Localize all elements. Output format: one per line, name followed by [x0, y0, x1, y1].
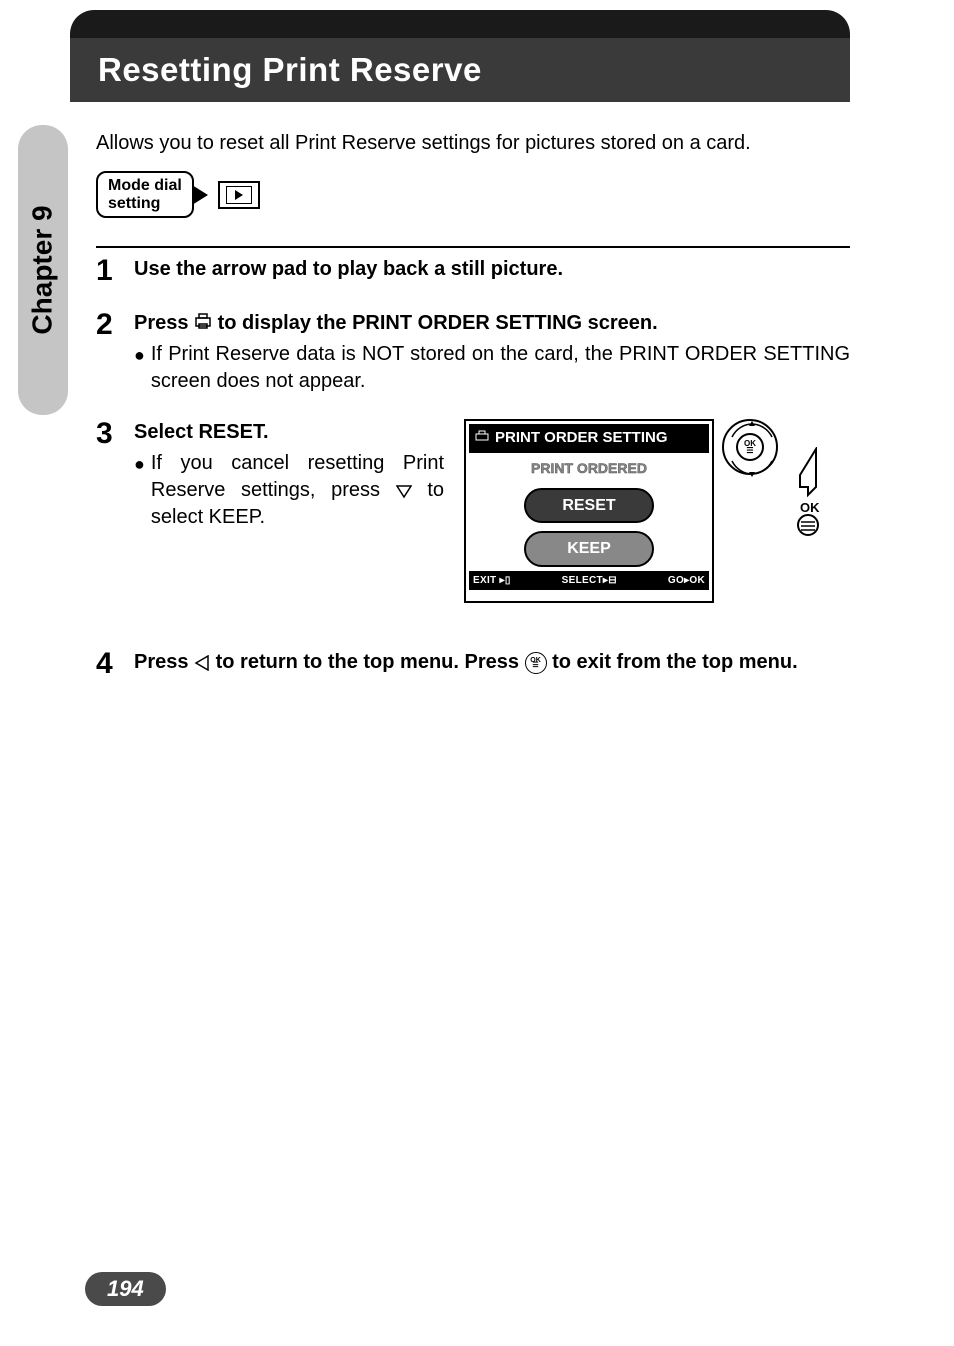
lcd-screen-mock: PRINT ORDER SETTING PRINT ORDERED RESET … — [464, 419, 714, 603]
page-number: 194 — [85, 1272, 166, 1306]
title-inner: Resetting Print Reserve — [70, 38, 850, 102]
mode-dial-row: Mode dial setting — [96, 171, 850, 218]
step-3-bullet: If you cancel resetting Print Reserve se… — [151, 450, 444, 531]
screen-header: PRINT ORDER SETTING — [469, 424, 709, 452]
step-number-3: 3 — [96, 419, 120, 603]
step-number-4: 4 — [96, 649, 120, 679]
step-number-1: 1 — [96, 256, 120, 286]
down-arrow-icon — [396, 484, 412, 498]
step-2-bullet: If Print Reserve data is NOT stored on t… — [151, 341, 850, 395]
play-triangle-icon — [235, 190, 243, 200]
screen-option-reset: RESET — [524, 488, 654, 524]
chapter-tab: Chapter 9 — [18, 125, 68, 415]
divider — [96, 246, 850, 248]
ok-button-icon: OK☰ — [525, 652, 547, 674]
mode-dial-label: Mode dial setting — [96, 171, 194, 218]
print-icon — [475, 428, 489, 448]
step-4-text: Press to return to the top menu. Press O… — [134, 649, 798, 679]
intro-text: Allows you to reset all Print Reserve se… — [96, 132, 850, 155]
step-3-title: Select RESET. — [134, 419, 444, 446]
step-3: 3 Select RESET. ● If you cancel resettin… — [96, 419, 850, 603]
svg-text:OK: OK — [800, 500, 820, 515]
bullet-icon: ● — [134, 343, 145, 367]
step-number-2: 2 — [96, 310, 120, 395]
left-arrow-icon — [194, 655, 210, 671]
screen-footer: EXIT ▸▯ SELECT▸⊟ GO▸OK — [469, 571, 709, 591]
joystick-diagram: OK ☰ — [722, 419, 778, 475]
step-1-text: Use the arrow pad to play back a still p… — [134, 258, 563, 280]
chapter-label: Chapter 9 — [27, 205, 59, 334]
bullet-icon: ● — [134, 452, 145, 476]
step-2: 2 Press to display the PRINT ORDER SETTI… — [96, 310, 850, 395]
screen-subtitle: PRINT ORDERED — [466, 459, 712, 478]
print-icon — [194, 310, 212, 337]
arrow-right-icon — [192, 185, 208, 205]
page-title: Resetting Print Reserve — [98, 51, 482, 89]
title-bar: Resetting Print Reserve — [70, 10, 850, 102]
step-1: 1 Use the arrow pad to play back a still… — [96, 256, 850, 286]
playback-mode-icon — [218, 181, 260, 209]
screen-option-keep: KEEP — [524, 531, 654, 567]
step-4: 4 Press to return to the top menu. Press… — [96, 649, 850, 679]
hand-pressing-icon: OK — [786, 447, 830, 545]
page-content: Resetting Print Reserve Allows you to re… — [70, 0, 850, 1346]
